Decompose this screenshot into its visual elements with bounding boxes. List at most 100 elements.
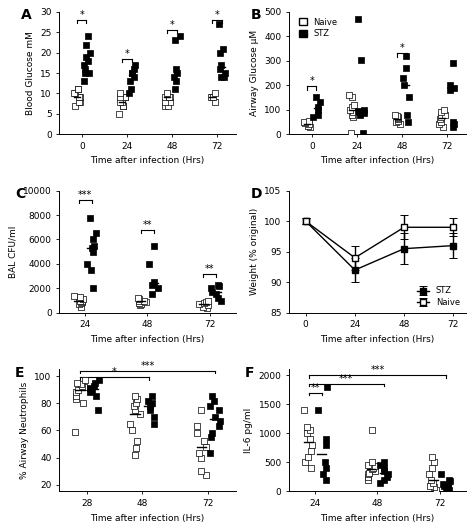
Point: [131, 61, 138, 69]
Point: [381, 467, 388, 475]
Point: [209, 392, 216, 401]
Point: [197, 467, 204, 475]
Point: [445, 483, 452, 491]
Point: [92, 229, 100, 238]
Text: ***: ***: [370, 365, 384, 375]
Point: [348, 110, 356, 119]
Point: [310, 113, 317, 121]
Point: [165, 93, 173, 102]
Point: [166, 93, 174, 102]
Point: [117, 97, 124, 106]
Point: [94, 406, 102, 414]
Point: [217, 48, 224, 57]
Point: [194, 429, 201, 438]
Point: [172, 65, 180, 73]
Point: [78, 296, 86, 305]
Point: [171, 36, 178, 45]
Point: [429, 478, 437, 487]
Point: [301, 118, 308, 126]
Point: [91, 379, 99, 387]
Point: [125, 89, 132, 98]
Point: [197, 406, 205, 414]
Point: [309, 441, 316, 449]
Point: [364, 460, 372, 469]
Point: [86, 48, 94, 57]
Point: [121, 93, 129, 102]
Point: [134, 437, 141, 446]
Point: [74, 85, 82, 93]
Point: [145, 396, 152, 405]
Point: [71, 89, 78, 98]
Point: [207, 93, 215, 102]
Point: [381, 458, 388, 467]
Point: [137, 300, 145, 309]
Point: [161, 97, 169, 106]
Point: [85, 69, 92, 78]
Point: [450, 83, 458, 92]
Point: [321, 458, 329, 467]
Point: [439, 479, 447, 488]
Point: [403, 110, 410, 119]
Point: [376, 478, 384, 487]
Point: [211, 97, 219, 106]
Point: [93, 392, 100, 401]
Point: [206, 402, 214, 410]
Point: [70, 292, 77, 300]
Point: [148, 290, 155, 299]
Point: [204, 296, 212, 305]
Point: [303, 429, 310, 438]
Point: [76, 97, 84, 106]
Point: [128, 85, 135, 93]
Point: [312, 93, 320, 102]
Point: [133, 395, 141, 404]
Point: [127, 77, 134, 85]
Point: [306, 435, 313, 443]
Point: [150, 242, 158, 250]
Point: [82, 376, 89, 384]
X-axis label: Time after infection (Hrs): Time after infection (Hrs): [91, 513, 205, 523]
Y-axis label: Airway Glucose μM: Airway Glucose μM: [250, 30, 259, 116]
Point: [368, 426, 376, 435]
Point: [135, 299, 143, 307]
Point: [77, 303, 85, 311]
Point: [209, 93, 216, 102]
Point: [446, 485, 453, 494]
Point: [164, 89, 171, 98]
Point: [301, 458, 309, 467]
Point: [391, 110, 399, 119]
Point: [430, 458, 438, 467]
Point: [208, 288, 215, 296]
Point: [371, 467, 378, 475]
Point: [171, 85, 178, 93]
Point: [450, 120, 458, 129]
Text: D: D: [250, 187, 262, 201]
Point: [400, 74, 407, 82]
Point: [372, 462, 379, 470]
Point: [126, 419, 134, 428]
Point: [315, 106, 322, 114]
Point: [146, 406, 154, 414]
Point: [216, 417, 224, 425]
Point: [161, 101, 169, 110]
Point: [203, 297, 210, 306]
Point: [83, 260, 91, 268]
Point: [128, 426, 136, 435]
Point: [304, 452, 312, 461]
Point: [314, 406, 322, 414]
Y-axis label: BAL CFU/ml: BAL CFU/ml: [9, 226, 18, 278]
Text: ***: ***: [140, 361, 155, 371]
Point: [447, 477, 454, 485]
Point: [361, 106, 368, 114]
Point: [208, 284, 215, 293]
Point: [75, 93, 82, 102]
Text: *: *: [400, 44, 404, 54]
Point: [307, 447, 315, 455]
Point: [116, 93, 123, 102]
Point: [121, 93, 129, 102]
Text: ***: ***: [78, 191, 92, 200]
X-axis label: Time after infection (Hrs): Time after infection (Hrs): [91, 335, 205, 344]
Point: [90, 235, 97, 244]
Point: [166, 97, 174, 106]
Point: [355, 107, 362, 115]
Point: [146, 402, 154, 410]
